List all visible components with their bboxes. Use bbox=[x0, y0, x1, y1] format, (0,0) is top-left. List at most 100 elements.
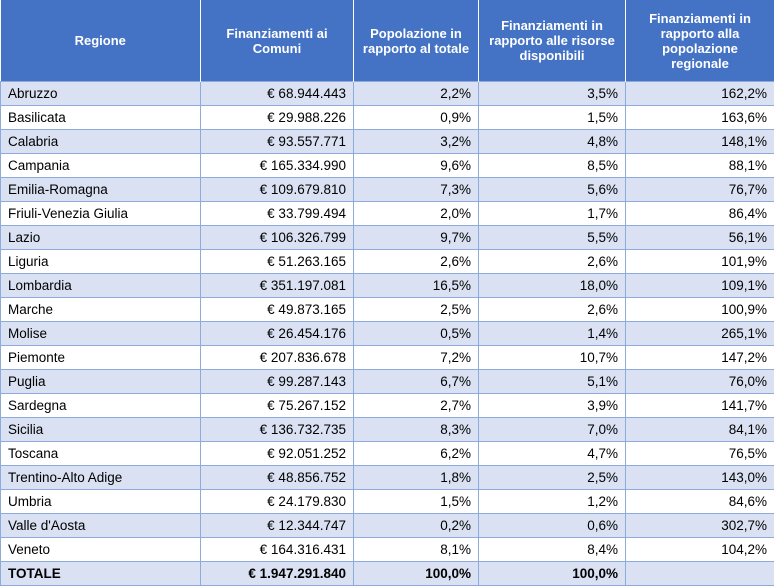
region-cell: Campania bbox=[1, 154, 201, 178]
value-cell: € 136.732.735 bbox=[201, 418, 354, 442]
value-cell: 9,7% bbox=[354, 226, 479, 250]
value-cell: 0,9% bbox=[354, 106, 479, 130]
value-cell: 18,0% bbox=[479, 274, 626, 298]
value-cell: 1,2% bbox=[479, 490, 626, 514]
value-cell: 100,9% bbox=[626, 298, 774, 322]
value-cell: 100,0% bbox=[479, 562, 626, 586]
value-cell: 7,2% bbox=[354, 346, 479, 370]
header-cell: Finanziamenti ai Comuni bbox=[201, 0, 354, 82]
region-cell: Basilicata bbox=[1, 106, 201, 130]
value-cell: 7,3% bbox=[354, 178, 479, 202]
value-cell: 8,1% bbox=[354, 538, 479, 562]
region-cell: Veneto bbox=[1, 538, 201, 562]
region-cell: Abruzzo bbox=[1, 82, 201, 106]
value-cell: € 1.947.291.840 bbox=[201, 562, 354, 586]
value-cell: 5,5% bbox=[479, 226, 626, 250]
value-cell: € 49.873.165 bbox=[201, 298, 354, 322]
value-cell: 76,0% bbox=[626, 370, 774, 394]
value-cell: 2,5% bbox=[479, 466, 626, 490]
value-cell: 302,7% bbox=[626, 514, 774, 538]
value-cell: 2,5% bbox=[354, 298, 479, 322]
value-cell: 2,2% bbox=[354, 82, 479, 106]
value-cell: € 12.344.747 bbox=[201, 514, 354, 538]
region-cell: Valle d'Aosta bbox=[1, 514, 201, 538]
value-cell: € 29.988.226 bbox=[201, 106, 354, 130]
region-cell: Lazio bbox=[1, 226, 201, 250]
value-cell: 3,5% bbox=[479, 82, 626, 106]
value-cell: 8,4% bbox=[479, 538, 626, 562]
value-cell: 1,8% bbox=[354, 466, 479, 490]
value-cell: € 99.287.143 bbox=[201, 370, 354, 394]
value-cell: 4,8% bbox=[479, 130, 626, 154]
value-cell: 5,1% bbox=[479, 370, 626, 394]
value-cell: 2,0% bbox=[354, 202, 479, 226]
value-cell: 109,1% bbox=[626, 274, 774, 298]
value-cell: 88,1% bbox=[626, 154, 774, 178]
value-cell: 147,2% bbox=[626, 346, 774, 370]
region-cell: Puglia bbox=[1, 370, 201, 394]
value-cell: 1,5% bbox=[479, 106, 626, 130]
value-cell: 16,5% bbox=[354, 274, 479, 298]
region-cell: Piemonte bbox=[1, 346, 201, 370]
value-cell: 84,1% bbox=[626, 418, 774, 442]
header-cell: Popolazione in rapporto al totale bbox=[354, 0, 479, 82]
value-cell: 0,6% bbox=[479, 514, 626, 538]
value-cell: 2,7% bbox=[354, 394, 479, 418]
value-cell: 148,1% bbox=[626, 130, 774, 154]
region-cell: Friuli-Venezia Giulia bbox=[1, 202, 201, 226]
value-cell: 10,7% bbox=[479, 346, 626, 370]
value-cell: 5,6% bbox=[479, 178, 626, 202]
value-cell: 1,5% bbox=[354, 490, 479, 514]
region-cell: Liguria bbox=[1, 250, 201, 274]
header-cell: Finanziamenti in rapporto alle risorse d… bbox=[479, 0, 626, 82]
value-cell: 56,1% bbox=[626, 226, 774, 250]
region-cell: Molise bbox=[1, 322, 201, 346]
value-cell: € 164.316.431 bbox=[201, 538, 354, 562]
value-cell: 104,2% bbox=[626, 538, 774, 562]
value-cell: € 109.679.810 bbox=[201, 178, 354, 202]
value-cell: 6,2% bbox=[354, 442, 479, 466]
region-cell: Calabria bbox=[1, 130, 201, 154]
value-cell: 100,0% bbox=[354, 562, 479, 586]
value-cell: € 106.326.799 bbox=[201, 226, 354, 250]
value-cell: 143,0% bbox=[626, 466, 774, 490]
region-cell: Marche bbox=[1, 298, 201, 322]
region-cell: Trentino-Alto Adige bbox=[1, 466, 201, 490]
value-cell: 141,7% bbox=[626, 394, 774, 418]
value-cell: 265,1% bbox=[626, 322, 774, 346]
value-cell: 101,9% bbox=[626, 250, 774, 274]
value-cell: € 207.836.678 bbox=[201, 346, 354, 370]
region-cell: Sicilia bbox=[1, 418, 201, 442]
value-cell: € 51.263.165 bbox=[201, 250, 354, 274]
header-cell: Finanziamenti in rapporto alla popolazio… bbox=[626, 0, 774, 82]
value-cell: € 26.454.176 bbox=[201, 322, 354, 346]
value-cell: 2,6% bbox=[479, 250, 626, 274]
value-cell: 2,6% bbox=[479, 298, 626, 322]
region-cell: Toscana bbox=[1, 442, 201, 466]
value-cell: 2,6% bbox=[354, 250, 479, 274]
region-cell: Umbria bbox=[1, 490, 201, 514]
region-cell: Sardegna bbox=[1, 394, 201, 418]
value-cell: 9,6% bbox=[354, 154, 479, 178]
value-cell: 7,0% bbox=[479, 418, 626, 442]
header-cell: Regione bbox=[1, 0, 201, 82]
value-cell: € 165.334.990 bbox=[201, 154, 354, 178]
value-cell: 0,5% bbox=[354, 322, 479, 346]
value-cell: € 75.267.152 bbox=[201, 394, 354, 418]
